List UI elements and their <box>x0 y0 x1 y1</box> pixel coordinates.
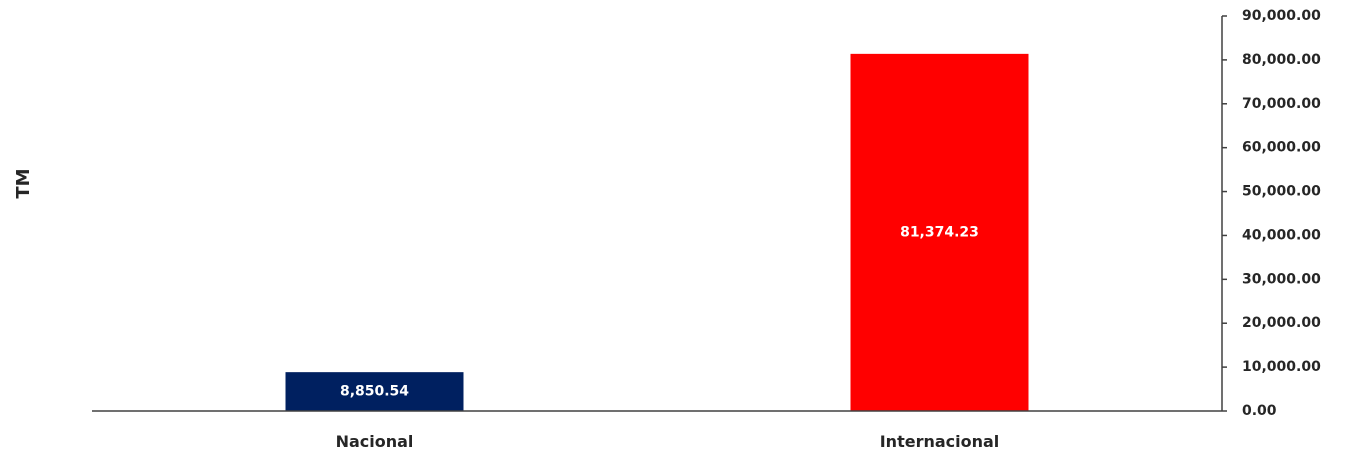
y-tick-label: 30,000.00 <box>1242 271 1321 287</box>
bars-group: 8,850.54 81,374.23 <box>285 53 1029 412</box>
y-axis-title: TM <box>13 168 34 198</box>
y-tick-label: 20,000.00 <box>1242 315 1321 331</box>
y-tick-label: 50,000.00 <box>1242 184 1321 200</box>
bar-nacional <box>285 372 464 411</box>
data-label-internacional: 81,374.23 <box>900 224 979 240</box>
bar-internacional <box>850 53 1029 412</box>
y-tick-label: 70,000.00 <box>1242 96 1321 112</box>
y-tick-label: 0.00 <box>1242 403 1277 419</box>
y-tick-label: 10,000.00 <box>1242 359 1321 375</box>
category-label-internacional: Internacional <box>880 432 1000 451</box>
data-label-nacional: 8,850.54 <box>340 384 409 400</box>
y-tick-label: 80,000.00 <box>1242 52 1321 68</box>
y-tick-label: 90,000.00 <box>1242 8 1321 24</box>
y-tick-label: 40,000.00 <box>1242 227 1321 243</box>
category-label-nacional: Nacional <box>336 432 414 451</box>
category-labels-group: Nacional Internacional <box>336 432 1000 451</box>
y-tick-label: 60,000.00 <box>1242 140 1321 156</box>
y-ticks-group: 0.00 10,000.00 20,000.00 30,000.00 40,000.00… <box>1222 8 1321 419</box>
y-axis-title-group: TM <box>13 168 34 198</box>
